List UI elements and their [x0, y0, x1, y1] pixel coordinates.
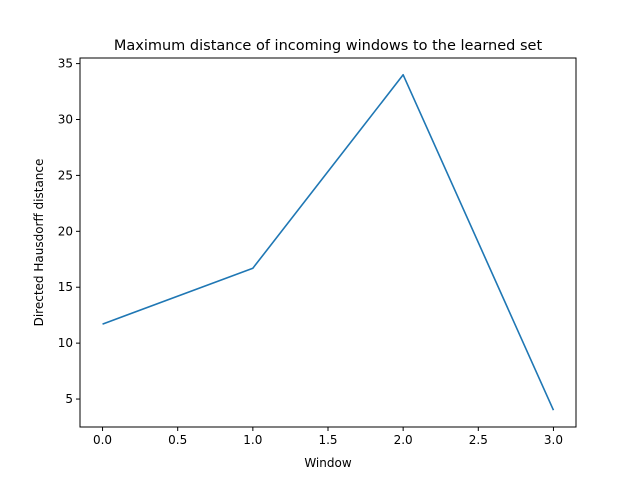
- x-tick-label: 3.0: [544, 433, 563, 447]
- x-tick-label: 0.5: [168, 433, 187, 447]
- x-tick-label: 0.0: [93, 433, 112, 447]
- x-tick-label: 2.5: [469, 433, 488, 447]
- plot-frame: [79, 57, 577, 428]
- chart-title: Maximum distance of incoming windows to …: [114, 38, 543, 54]
- y-axis-label: Directed Hausdorff distance: [32, 159, 46, 327]
- y-tick-label: 25: [58, 168, 73, 182]
- y-tick-label: 20: [58, 224, 73, 238]
- y-tick-label: 15: [58, 280, 73, 294]
- x-tick-label: 1.5: [318, 433, 337, 447]
- x-tick-label: 1.0: [243, 433, 262, 447]
- y-tick-label: 35: [58, 57, 73, 71]
- y-tick-label: 30: [58, 113, 73, 127]
- series-line: [102, 73, 555, 411]
- y-tick-label: 5: [65, 392, 73, 406]
- plot-layer: 0.0 0.5 1.0 1.5 2.0 2.5 3.0 5 10 15 20 25 30 35: [58, 57, 563, 447]
- y-tick-label: 10: [58, 336, 73, 350]
- x-axis-label: Window: [304, 456, 352, 470]
- x-tick-label: 2.0: [394, 433, 413, 447]
